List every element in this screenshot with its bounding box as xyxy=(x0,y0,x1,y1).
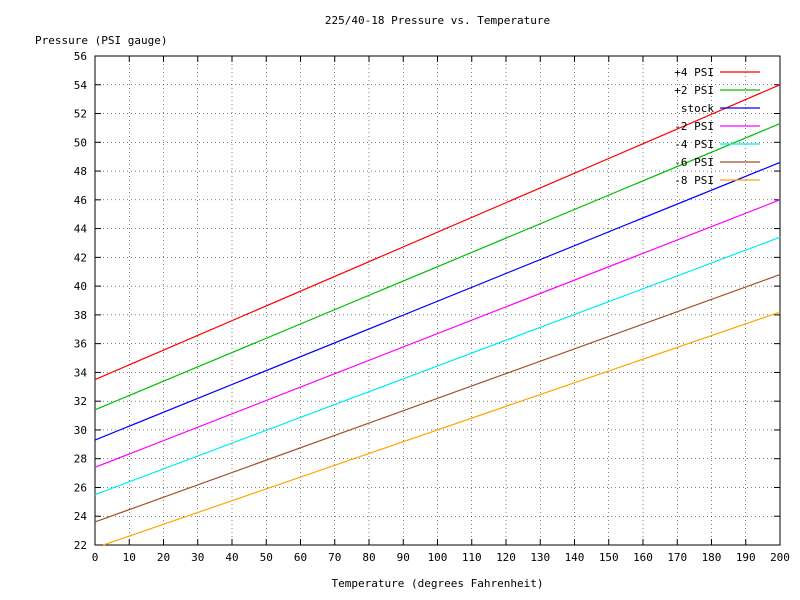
y-tick-label: 44 xyxy=(74,223,88,236)
x-tick-label: 130 xyxy=(530,551,550,564)
legend-label: -2 PSI xyxy=(674,120,714,133)
x-tick-label: 190 xyxy=(736,551,756,564)
legend-label: stock xyxy=(681,102,714,115)
y-tick-label: 54 xyxy=(74,79,88,92)
y-tick-label: 24 xyxy=(74,510,88,523)
y-tick-label: 36 xyxy=(74,338,87,351)
legend-label: +2 PSI xyxy=(674,84,714,97)
x-tick-label: 120 xyxy=(496,551,516,564)
x-tick-label: 50 xyxy=(260,551,273,564)
x-tick-label: 10 xyxy=(123,551,136,564)
y-tick-label: 30 xyxy=(74,424,87,437)
x-tick-label: 170 xyxy=(667,551,687,564)
y-tick-label: 48 xyxy=(74,165,87,178)
chart-title: 225/40-18 Pressure vs. Temperature xyxy=(325,14,550,27)
y-axis-label: Pressure (PSI gauge) xyxy=(35,34,167,47)
x-tick-label: 180 xyxy=(702,551,722,564)
y-tick-label: 42 xyxy=(74,251,87,264)
x-tick-label: 70 xyxy=(328,551,341,564)
x-tick-label: 140 xyxy=(565,551,585,564)
y-tick-label: 40 xyxy=(74,280,87,293)
y-tick-label: 34 xyxy=(74,366,88,379)
x-tick-label: 150 xyxy=(599,551,619,564)
x-tick-label: 30 xyxy=(191,551,204,564)
x-tick-label: 60 xyxy=(294,551,307,564)
x-tick-label: 100 xyxy=(428,551,448,564)
x-tick-label: 110 xyxy=(462,551,482,564)
legend-label: +4 PSI xyxy=(674,66,714,79)
chart-container: 0 10 20 30 40 50 60 70 80 90 100 110 120 130 140 150 160… xyxy=(0,0,800,600)
y-tick-label: 50 xyxy=(74,136,87,149)
y-tick-label: 46 xyxy=(74,194,87,207)
x-tick-label: 40 xyxy=(225,551,238,564)
x-tick-label: 0 xyxy=(92,551,99,564)
y-tick-label: 26 xyxy=(74,481,87,494)
legend-label: -6 PSI xyxy=(674,156,714,169)
y-tick-label: 22 xyxy=(74,539,87,552)
x-tick-label: 20 xyxy=(157,551,170,564)
legend-label: -4 PSI xyxy=(674,138,714,151)
y-tick-label: 32 xyxy=(74,395,87,408)
legend-label: -8 PSI xyxy=(674,174,714,187)
line-chart: 0 10 20 30 40 50 60 70 80 90 100 110 120 130 140 150 160… xyxy=(0,0,800,600)
x-tick-label: 80 xyxy=(362,551,375,564)
x-tick-label: 160 xyxy=(633,551,653,564)
x-tick-label: 90 xyxy=(397,551,410,564)
y-tick-label: 28 xyxy=(74,453,87,466)
y-tick-label: 38 xyxy=(74,309,87,322)
y-tick-label: 56 xyxy=(74,50,87,63)
x-tick-label: 200 xyxy=(770,551,790,564)
y-tick-label: 52 xyxy=(74,108,87,121)
x-axis-label: Temperature (degrees Fahrenheit) xyxy=(332,577,544,590)
